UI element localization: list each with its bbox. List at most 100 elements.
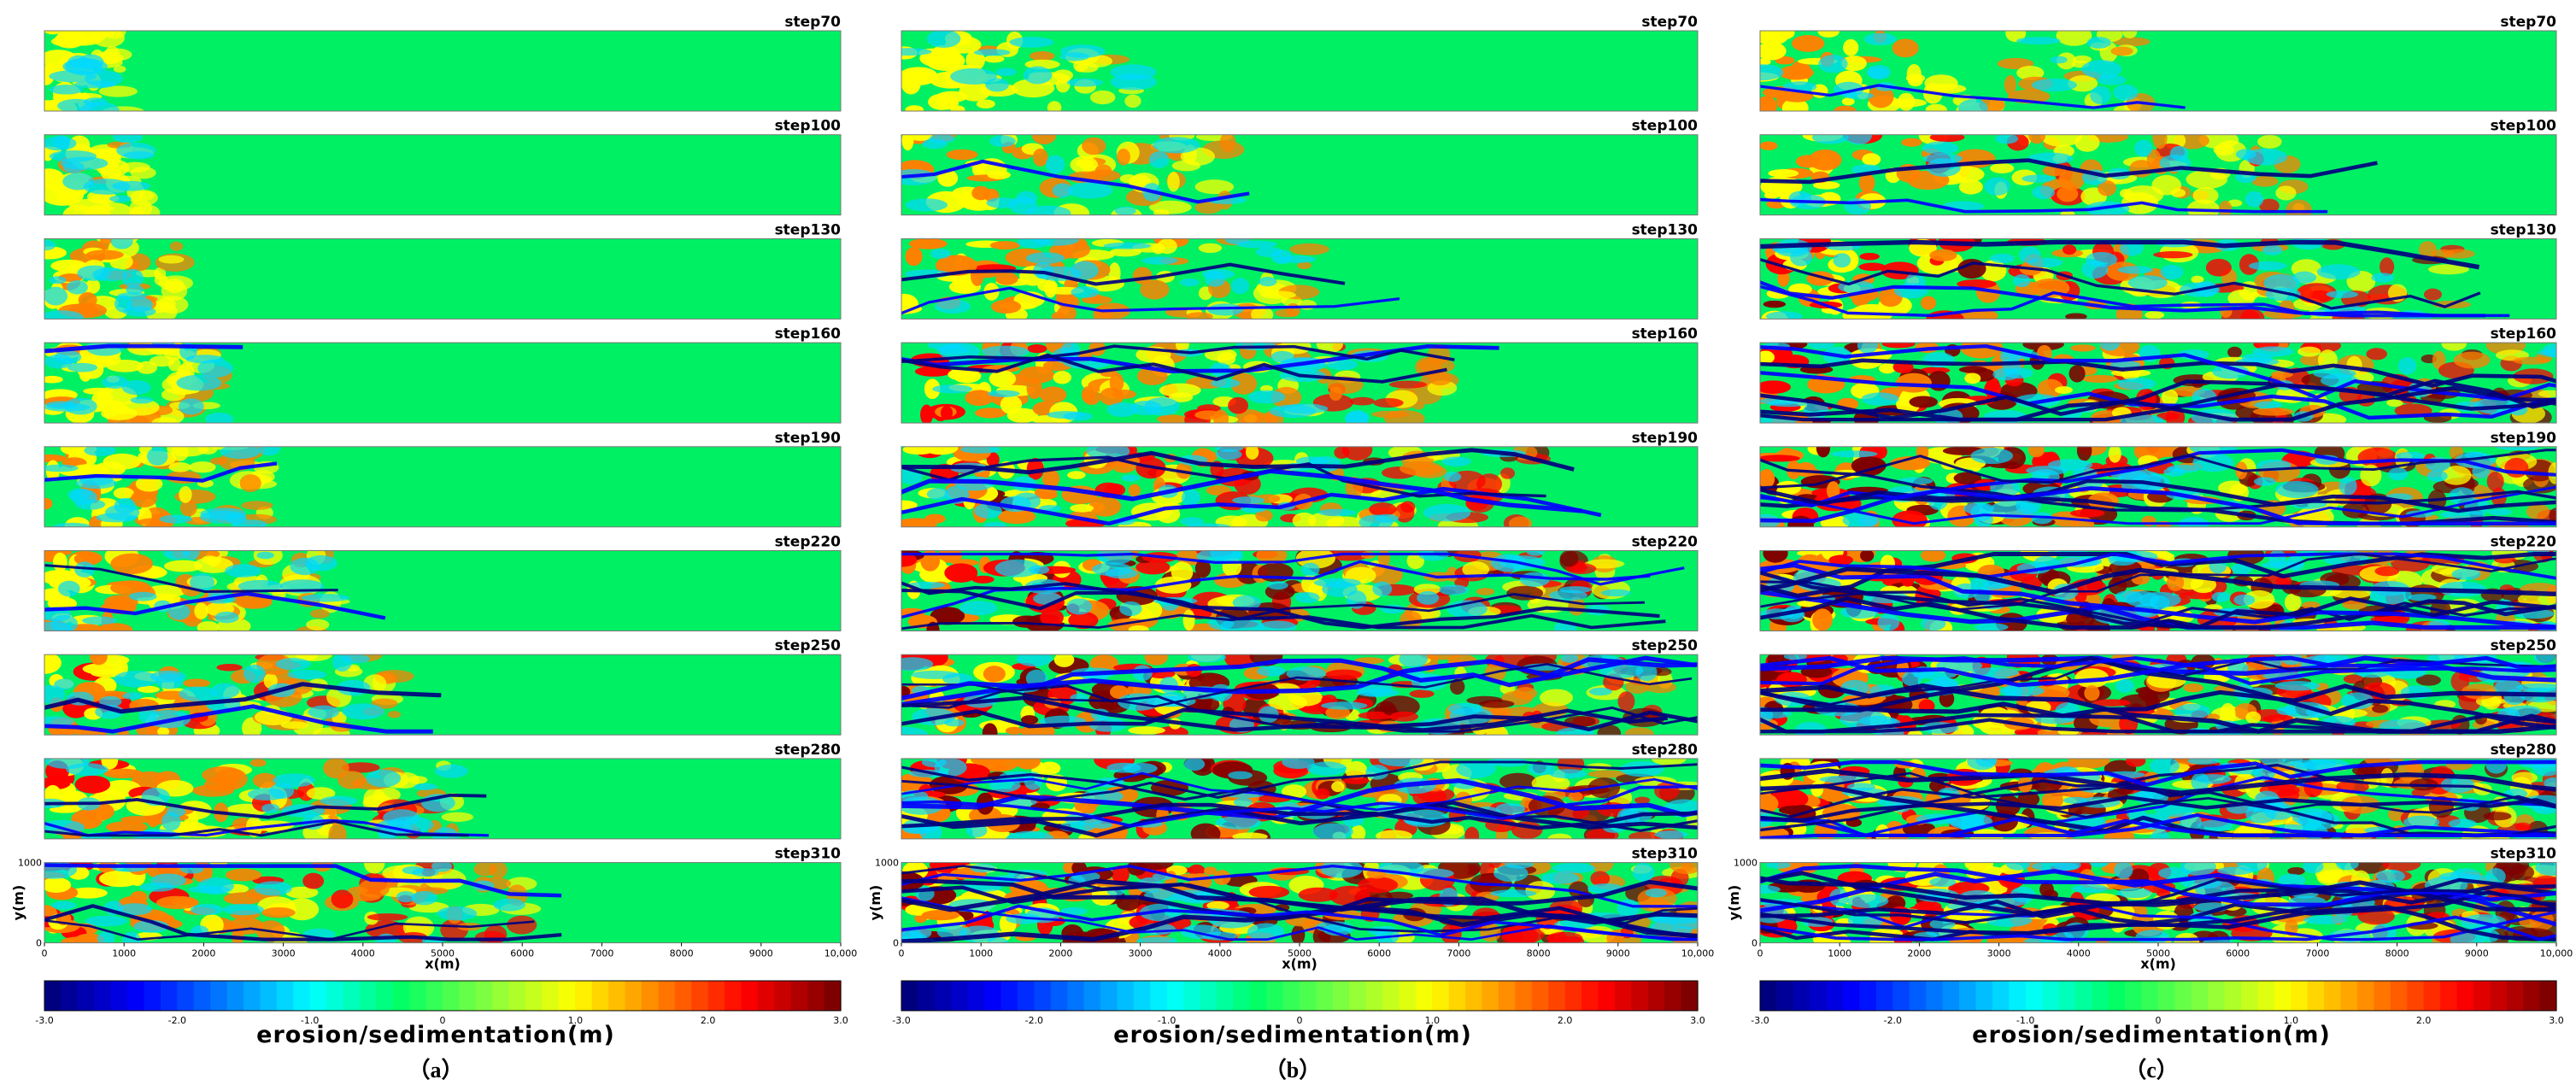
deposit-patch [2271, 370, 2293, 378]
shallow-erosion-patch [146, 447, 168, 466]
colorbar-frame [44, 980, 842, 1012]
shallow-erosion-patch [987, 390, 1020, 397]
colorbar-segment [824, 981, 842, 1011]
plot-frame [44, 30, 842, 112]
y-tick-label: 1000 [875, 858, 899, 869]
step-label: step70 [1641, 14, 1698, 31]
deposit-patch [311, 862, 333, 872]
shallow-erosion-patch [1345, 409, 1370, 424]
colorbar-segment [1859, 981, 1877, 1011]
deposit-patch [473, 862, 497, 877]
deposit-patch [1763, 300, 1787, 308]
plot-frame [44, 654, 842, 736]
shallow-erosion-patch [1632, 862, 1655, 882]
plot-frame [1759, 758, 2557, 840]
deposit-patch [1124, 94, 1141, 109]
erosion-channel [1760, 358, 2556, 388]
colorbar-segment [326, 981, 344, 1011]
colorbar-segment [658, 981, 676, 1011]
shallow-erosion-patch [2533, 654, 2556, 664]
shallow-erosion-patch [2397, 357, 2417, 375]
colorbar-segment [1482, 981, 1499, 1011]
y-axis-label: y(m) [867, 885, 883, 921]
deposit-patch [2441, 466, 2472, 485]
colorbar-segment [934, 981, 952, 1011]
colorbar-segment [110, 981, 128, 1011]
deposit-patch [1851, 456, 1887, 475]
heatmap-step70 [1760, 31, 2556, 111]
deposit-patch [1964, 372, 1981, 384]
shallow-erosion-patch [2021, 174, 2055, 183]
shallow-erosion-patch [1526, 550, 1546, 556]
colorbar-segment [475, 981, 493, 1011]
shallow-erosion-patch [2338, 477, 2357, 496]
deposit-patch [1128, 484, 1141, 497]
deposit-patch [1128, 625, 1149, 631]
plot-frame [44, 238, 842, 320]
shallow-erosion-patch [150, 670, 186, 683]
shallow-erosion-patch [78, 54, 104, 70]
heatmap-step280 [901, 758, 1698, 839]
x-tick-label: 10,000 [1681, 948, 1715, 959]
deposit-patch [997, 508, 1036, 525]
shallow-erosion-patch [1180, 517, 1204, 526]
shallow-erosion-patch [161, 812, 181, 831]
plot-frame [901, 30, 1699, 112]
deposit-patch [1040, 608, 1064, 627]
deposit-patch [1088, 496, 1122, 517]
deposit-patch [2235, 405, 2262, 420]
shallow-erosion-patch [1183, 758, 1206, 771]
deposit-patch [189, 461, 216, 473]
deposit-patch [1812, 608, 1833, 631]
deposit-patch [901, 685, 911, 698]
colorbar-segment [1975, 981, 1993, 1011]
deposit-patch [1144, 654, 1168, 666]
step-label: step280 [2491, 742, 2557, 759]
shallow-erosion-patch [2031, 78, 2077, 92]
colorbar-segment [725, 981, 742, 1011]
step-label: step160 [775, 326, 842, 343]
colorbar-segment [1117, 981, 1135, 1011]
erosion-channel [901, 655, 1697, 701]
deposit-patch [1027, 343, 1047, 354]
shallow-erosion-patch [2275, 480, 2319, 498]
deposit-patch [1153, 208, 1170, 215]
shallow-erosion-patch [74, 561, 95, 578]
colorbar-segment [376, 981, 394, 1011]
shallow-erosion-patch [905, 198, 948, 212]
erosion-channel [901, 802, 1698, 830]
deposit-patch [1026, 377, 1042, 400]
shallow-erosion-patch [1067, 182, 1113, 199]
colorbar-segment [967, 981, 985, 1011]
shallow-erosion-patch [1654, 830, 1688, 839]
deposit-patch [937, 96, 959, 110]
shallow-erosion-patch [2426, 470, 2448, 482]
deposit-patch [2113, 37, 2151, 47]
plot-frame [44, 446, 842, 528]
deposit-patch [948, 367, 980, 381]
deposit-patch [2161, 389, 2179, 406]
deposit-patch [113, 65, 126, 73]
deposit-patch [1964, 862, 1994, 871]
shallow-erosion-patch [287, 669, 327, 680]
shallow-erosion-patch [256, 551, 274, 560]
shallow-erosion-patch [2150, 758, 2180, 775]
heatmap-step280 [44, 758, 841, 839]
shallow-erosion-patch [2278, 873, 2306, 888]
shallow-erosion-patch [366, 769, 402, 788]
colorbar-segment [244, 981, 261, 1011]
deposit-patch [103, 768, 144, 779]
shallow-erosion-patch [1505, 862, 1534, 869]
deposit-patch [2068, 365, 2086, 383]
deposit-patch [110, 553, 153, 575]
colorbar-segment [674, 981, 692, 1011]
shallow-erosion-patch [44, 310, 85, 320]
deposit-patch [1780, 448, 1795, 457]
deposit-patch [302, 872, 325, 889]
deposit-patch [1914, 900, 1942, 912]
shallow-erosion-patch [44, 685, 66, 704]
shallow-erosion-patch [1214, 446, 1244, 452]
deposit-patch [1760, 58, 1771, 66]
deposit-patch [1428, 372, 1452, 386]
shallow-erosion-patch [936, 924, 968, 940]
